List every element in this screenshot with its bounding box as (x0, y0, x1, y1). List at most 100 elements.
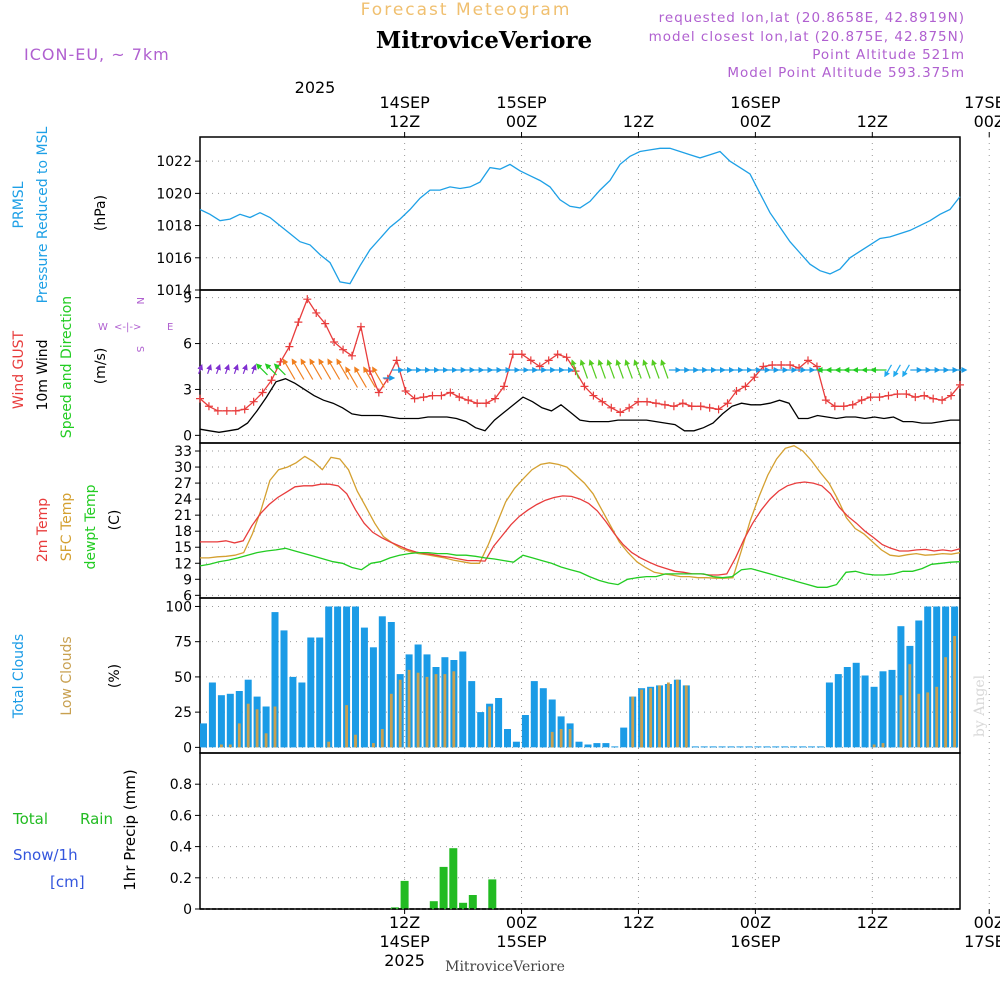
total-cloud-bar (387, 622, 395, 748)
y-tick-label: 3 (183, 382, 192, 398)
bottom-date-label: 14SEP (379, 932, 430, 951)
y-tick-label: 6 (183, 588, 192, 604)
gust-point (911, 393, 920, 402)
temperature-frame (199, 442, 961, 599)
total-cloud-bar (289, 676, 297, 748)
gust-point (392, 356, 401, 365)
gust-point (419, 393, 428, 402)
total-cloud-bar (495, 698, 503, 748)
wind-direction-arrow (197, 363, 203, 375)
wind-direction-arrow (273, 363, 286, 376)
gust-point (857, 396, 866, 405)
low-cloud-bar (228, 744, 232, 748)
gust-point (875, 393, 884, 402)
watermark: by Angel (972, 674, 988, 737)
low-cloud-bar (416, 672, 420, 748)
gust-point (410, 394, 419, 403)
pressure-label-prmsl: PRMSL (11, 181, 27, 228)
gust-point (687, 402, 696, 411)
total-cloud-bar (709, 746, 717, 748)
gust-point (544, 356, 553, 365)
gust-point (464, 396, 473, 405)
total-cloud-bar (763, 746, 771, 748)
gust-point (303, 295, 312, 304)
wind-direction-arrow (233, 363, 239, 375)
total-cloud-bar (504, 729, 511, 748)
gust-point (258, 388, 267, 397)
gust-point (204, 402, 213, 411)
low-cloud-bar (264, 733, 268, 748)
low-cloud-bar (550, 731, 554, 748)
gust-point (705, 403, 714, 412)
total-cloud-bar (754, 746, 762, 748)
total-cloud-bar (620, 727, 628, 748)
gust-point (616, 408, 625, 417)
wind-arrows (197, 358, 968, 388)
low-cloud-bar (452, 671, 456, 748)
total-cloud-bar (736, 746, 744, 748)
bottom-date-label: 17SEP (964, 932, 1000, 951)
y-tick-label: 1022 (156, 154, 192, 170)
total-cloud-bar (530, 681, 538, 748)
y-tick-label: 0.2 (170, 871, 192, 887)
supertitle: Forecast Meteogram (361, 0, 572, 20)
low-cloud-bar (649, 688, 652, 748)
gust-point (759, 362, 768, 371)
low-cloud-bar (425, 676, 429, 748)
low-cloud-bar (926, 692, 930, 748)
compass-bar: <-|-> (114, 322, 141, 333)
gust-point (383, 374, 392, 383)
wind-direction-arrow (264, 363, 277, 376)
gust-point (920, 391, 929, 400)
gust-point (276, 357, 285, 366)
rain-bar (439, 866, 448, 909)
wind-direction-arrow (309, 358, 323, 380)
gust-point (902, 390, 911, 399)
wind-direction-arrow (570, 359, 580, 379)
total-cloud-bar (718, 746, 726, 748)
wind-direction-arrow (902, 364, 910, 378)
wind-direction-arrow (579, 359, 589, 379)
gust-point (777, 360, 786, 369)
total-cloud-bar (808, 746, 815, 748)
wind-direction-arrow (363, 366, 376, 388)
gust-point (517, 350, 526, 359)
y-tick-label: 100 (165, 599, 192, 615)
pressure-panel: PRMSL Pressure Reduced to MSL (hPa) (11, 126, 961, 303)
precip-unit-label: 1hr Precip (mm) (121, 769, 139, 890)
total-cloud-bar (816, 746, 824, 748)
gust-point (848, 400, 857, 409)
total-cloud-bar (512, 741, 520, 748)
y-tick-label: 33 (174, 444, 192, 460)
total-cloud-bar (915, 620, 923, 748)
y-tick-label: 9 (183, 572, 192, 588)
total-cloud-bar (852, 662, 860, 748)
temp-sfc-label: SFC Temp (59, 493, 75, 562)
precip-frame (199, 752, 961, 910)
gust-point (339, 345, 348, 354)
wind-direction-arrow (597, 359, 606, 379)
total-cloud-bar (343, 606, 351, 748)
total-cloud-bar (325, 606, 333, 748)
wind-direction-arrow (224, 363, 230, 375)
grid-lines (200, 137, 990, 910)
low-cloud-bar (255, 709, 259, 748)
low-cloud-bar (372, 743, 375, 748)
gust-point (455, 393, 464, 402)
total-cloud-bar (575, 741, 583, 748)
wind-direction-arrow (354, 366, 367, 388)
gust-point (428, 391, 437, 400)
temp-dewpt-label: dewpt Temp (83, 484, 99, 569)
wind-speed-line (199, 378, 960, 433)
low-cloud-bar (908, 664, 912, 748)
total-cloud-bar (369, 647, 377, 748)
gust-point (732, 386, 741, 395)
total-cloud-bar (933, 606, 941, 748)
top-hour-label: 00Z (740, 112, 771, 131)
bottom-hour-label: 00Z (974, 913, 1000, 932)
total-cloud-bar (226, 693, 234, 748)
wind-direction-arrow (215, 363, 221, 375)
compass-w: W (98, 322, 108, 333)
bottom-date-label: 16SEP (730, 932, 781, 951)
